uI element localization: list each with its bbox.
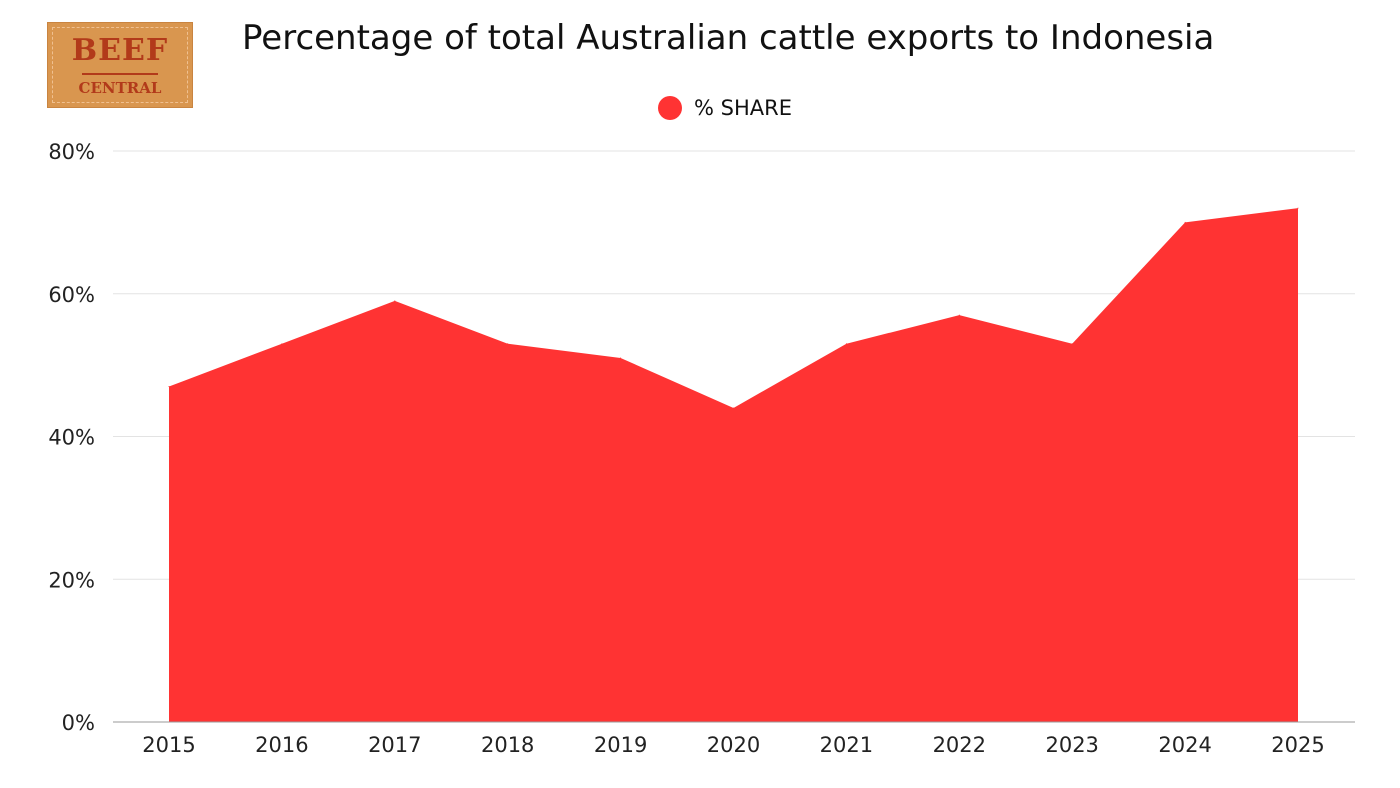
data-point — [507, 343, 509, 345]
legend: % SHARE — [658, 96, 792, 120]
data-point — [1297, 207, 1299, 209]
x-tick-label: 2024 — [1158, 733, 1211, 757]
x-tick-label: 2017 — [368, 733, 421, 757]
logo-text-beef: BEEF — [71, 33, 169, 68]
data-point — [733, 407, 734, 409]
legend-swatch — [658, 96, 682, 120]
chart-title: Percentage of total Australian cattle ex… — [242, 18, 1215, 58]
logo-divider — [82, 73, 158, 75]
x-tick-label: 2023 — [1045, 733, 1098, 757]
data-point — [1184, 221, 1186, 223]
data-point — [168, 386, 170, 388]
data-point — [281, 343, 283, 345]
y-tick-label: 60% — [48, 283, 95, 307]
x-tick-label: 2021 — [820, 733, 873, 757]
x-tick-label: 2025 — [1271, 733, 1324, 757]
x-tick-label: 2016 — [255, 733, 308, 757]
y-tick-label: 0% — [62, 711, 95, 735]
x-tick-label: 2020 — [707, 733, 760, 757]
logo-text-central: CENTRAL — [78, 79, 162, 97]
data-point — [1071, 343, 1073, 345]
data-point — [394, 300, 396, 302]
data-point — [620, 357, 622, 359]
x-tick-label: 2022 — [933, 733, 986, 757]
logo-stitching — [52, 27, 188, 103]
x-tick-label: 2018 — [481, 733, 534, 757]
data-point — [958, 314, 960, 316]
y-tick-label: 20% — [48, 568, 95, 592]
data-point — [845, 343, 847, 345]
beef-central-logo: BEEF CENTRAL — [47, 22, 193, 108]
x-tick-label: 2015 — [142, 733, 195, 757]
area-series — [169, 208, 1298, 723]
x-tick-label: 2019 — [594, 733, 647, 757]
y-tick-label: 80% — [48, 140, 95, 164]
y-tick-label: 40% — [48, 426, 95, 450]
legend-label: % SHARE — [694, 96, 792, 120]
